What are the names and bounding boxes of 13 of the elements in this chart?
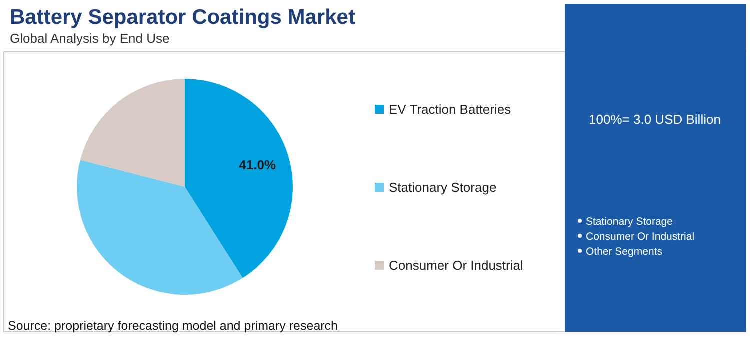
data-label: 41.0% bbox=[239, 157, 276, 172]
text: Consumer Or Industrial bbox=[586, 231, 695, 243]
text: Other Segments bbox=[586, 246, 662, 258]
legend-label: Consumer Or Industrial bbox=[389, 258, 524, 273]
text: Stationary Storage bbox=[586, 216, 674, 228]
pie-slice bbox=[185, 79, 293, 278]
legend-label: EV Traction Batteries bbox=[389, 102, 512, 117]
legend-label: Stationary Storage bbox=[389, 180, 497, 195]
source-note: Source: proprietary forecasting model and primary research bbox=[8, 319, 338, 333]
chart-subtitle: Global Analysis by End Use bbox=[10, 31, 170, 46]
chart-title: Battery Separator Coatings Market bbox=[10, 6, 356, 29]
text: 100%= 3.0 USD Billion bbox=[589, 112, 721, 127]
pie-slice bbox=[80, 79, 185, 187]
